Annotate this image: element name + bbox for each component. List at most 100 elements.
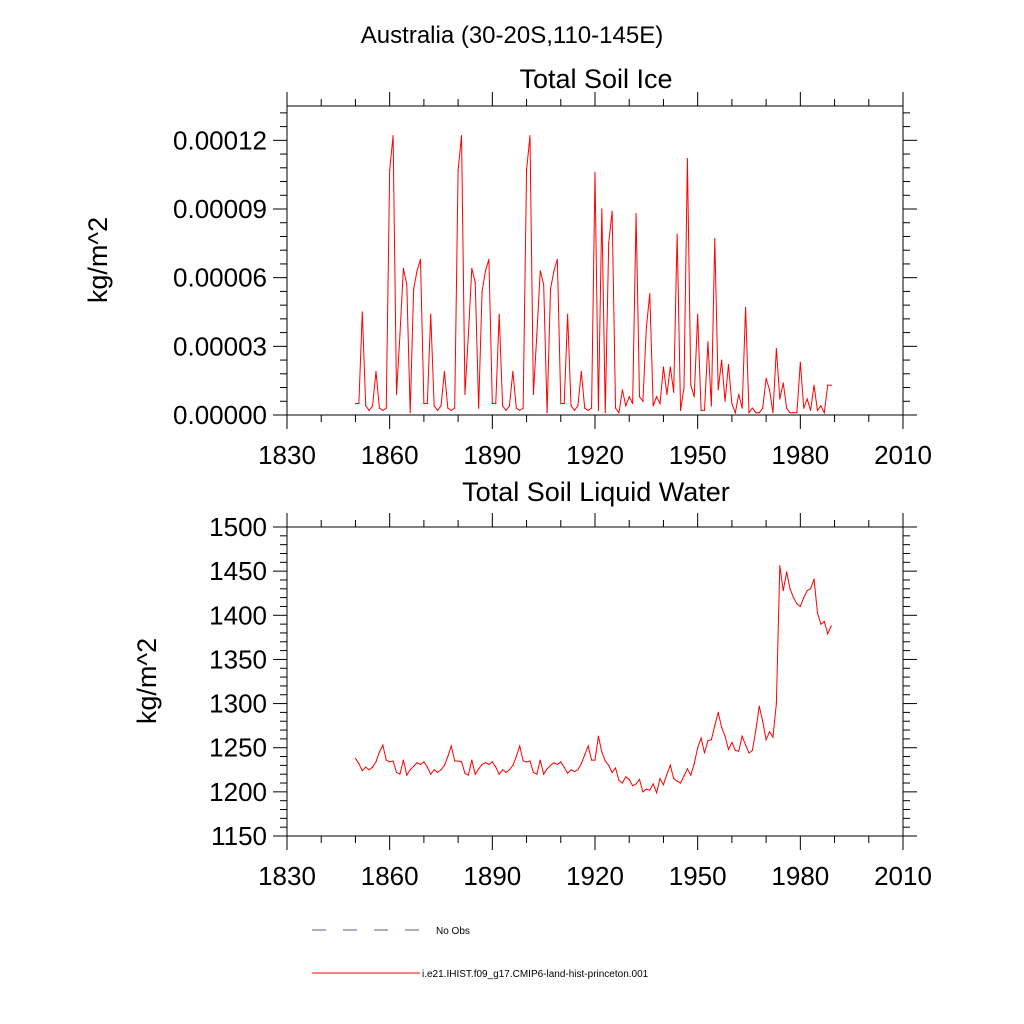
chart-2-y-tick-label: 1450: [209, 556, 267, 586]
chart-1-x-tick-label: 1950: [669, 440, 727, 470]
chart-2-data-point: [361, 770, 363, 772]
chart-2-data-point: [495, 766, 497, 768]
chart-1-data-point: [614, 407, 617, 409]
chart-1-data-point: [536, 334, 538, 336]
chart-1-data-point: [799, 361, 801, 363]
chart-1-data-point: [717, 389, 719, 391]
chart-1-data-point: [604, 412, 606, 414]
chart-1-data-point: [748, 412, 750, 414]
chart-1-data-point: [505, 409, 507, 412]
chart-2-y-tick-label: 1250: [209, 733, 267, 763]
chart-2-data-point: [570, 769, 572, 771]
chart-1-data-point: [515, 407, 517, 409]
chart-2-data-point: [676, 780, 678, 782]
chart-2-data-point: [488, 763, 490, 766]
chart-1-data-point: [751, 407, 754, 409]
chart-1-data-point: [679, 409, 682, 412]
chart-2-data-point: [539, 759, 541, 761]
chart-2-data-point: [419, 763, 422, 766]
chart-1-data-point: [823, 412, 825, 414]
chart-1-data-point: [724, 400, 726, 402]
chart-2-data-point: [810, 588, 812, 590]
chart-1-data-point: [642, 400, 644, 402]
chart-2-data-point: [402, 759, 404, 761]
chart-2-data-point: [645, 788, 647, 790]
chart-1-data-point: [772, 412, 774, 414]
chart-1-data-point: [478, 407, 480, 409]
chart-2-data-point: [406, 774, 408, 776]
chart-1-data-point: [464, 393, 466, 395]
chart-2-data-point: [625, 776, 627, 778]
chart-2-data-point: [683, 775, 685, 777]
chart-2-data-point: [563, 766, 565, 768]
chart-1-data-point: [744, 306, 747, 309]
chart-1-data-point: [697, 313, 699, 315]
chart-1-data-point: [601, 208, 603, 210]
chart-2-data-point: [457, 760, 459, 762]
page-title: Australia (30-20S,110-145E): [361, 22, 663, 49]
chart-2-data-point: [762, 720, 764, 722]
chart-2-x-tick-label: 1890: [463, 861, 521, 891]
chart-2-data-point: [590, 759, 593, 761]
chart-1-x-tick-label: 1830: [258, 440, 316, 470]
chart-1-data-point: [816, 409, 819, 412]
chart-2-data-point: [666, 773, 668, 775]
chart-1-data-point: [590, 407, 593, 409]
chart-2-data-point: [454, 760, 456, 762]
chart-1-data-point: [796, 412, 798, 414]
chart-2-data-point: [632, 785, 634, 787]
chart-1-data-point: [587, 409, 589, 412]
chart-2-data-point: [515, 755, 517, 758]
chart-1-data-point: [460, 135, 463, 137]
chart-2-data-point: [474, 773, 476, 775]
chart-1-y-tick-label: 0.00003: [173, 331, 267, 361]
chart-2-title: Total Soil Liquid Water: [462, 477, 730, 507]
chart-2-data-point: [799, 605, 801, 608]
chart-2-data-point: [423, 761, 425, 763]
chart-2-data-point: [399, 773, 401, 775]
chart-total-soil-ice: Total Soil Ice 1830 1860 1890 1920 1950 1980 2…: [83, 64, 932, 470]
chart-2-data-point: [505, 771, 507, 774]
chart-2-data-point: [440, 769, 442, 771]
chart-2-data-point: [529, 760, 531, 762]
chart-2-data-point: [656, 792, 658, 794]
chart-2-data-point: [371, 766, 374, 768]
chart-2-data-point: [758, 705, 760, 707]
chart-1-data-point: [693, 396, 695, 398]
chart-1-data-point: [577, 405, 579, 407]
chart-2-data-point: [560, 761, 562, 763]
chart-1-data-point: [813, 384, 815, 386]
chart-1-data-point: [656, 396, 658, 398]
chart-1-data-point: [395, 393, 398, 395]
chart-2-data-point: [382, 744, 384, 746]
chart-2-data-point: [580, 763, 582, 765]
chart-1-data-point: [416, 270, 418, 272]
chart-1-data-point: [806, 398, 808, 400]
chart-2-data-point: [779, 565, 781, 567]
chart-2-y-tick-label: 1400: [209, 600, 267, 630]
chart-2-minor-ticks: [280, 520, 910, 843]
chart-2-y-tick-label: 1300: [209, 689, 267, 719]
chart-1-data-point: [532, 393, 535, 395]
chart-1-data-point: [727, 364, 730, 366]
chart-2-data-point: [577, 769, 579, 771]
chart-2-data-point: [638, 778, 641, 781]
chart-1-data-point: [594, 171, 596, 173]
chart-2-y-ticks: 1150 1200 1250 1300 1350 1400 1450 1500: [209, 512, 917, 851]
chart-1-data-point: [430, 313, 432, 315]
chart-1-data-point: [738, 393, 740, 395]
chart-1-data-point: [385, 407, 387, 409]
chart-1-data-point: [683, 386, 685, 389]
chart-2-data-point: [789, 588, 791, 590]
chart-2-data-point: [389, 761, 391, 763]
chart-1-y-tick-label: 0.00012: [173, 125, 267, 155]
chart-2-data-point: [816, 612, 819, 614]
chart-1-data-point: [378, 407, 380, 409]
chart-2-data-point: [748, 752, 750, 754]
chart-2-data-point: [478, 768, 480, 770]
chart-1-data-point: [707, 341, 709, 343]
chart-2-data-point: [546, 768, 548, 770]
chart-1-data-point: [567, 313, 569, 315]
chart-2-data-point: [813, 578, 815, 580]
